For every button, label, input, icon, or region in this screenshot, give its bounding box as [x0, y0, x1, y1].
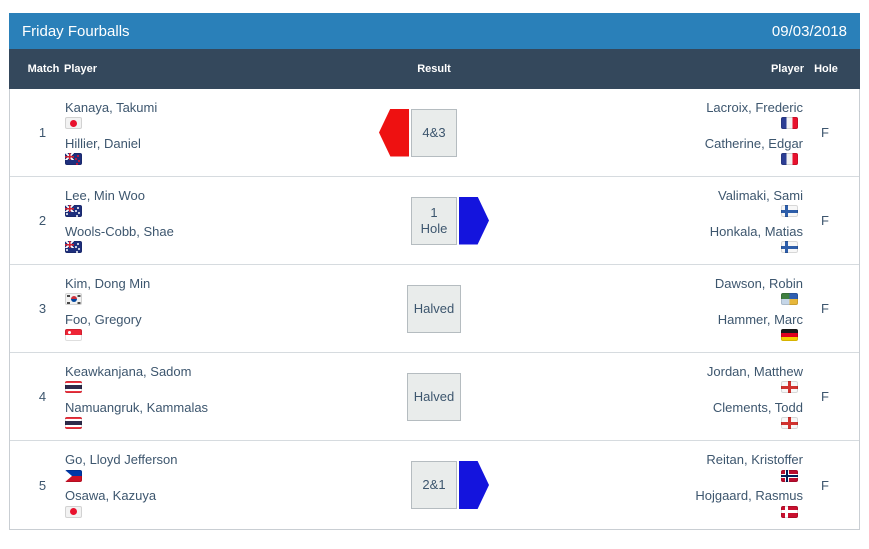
- match-row-3[interactable]: 3 Kim, Dong Min Foo, Gregory Halved: [10, 265, 859, 353]
- right-team: Lacroix, Frederic Catherine, Edgar: [524, 100, 803, 166]
- left-team: Lee, Min Woo Wools-Cobb, Shae: [65, 188, 344, 254]
- result-cell: Halved: [344, 372, 524, 421]
- column-header-player-right: Player: [770, 63, 804, 75]
- page-title: Friday Fourballs: [22, 22, 130, 40]
- right-team: Reitan, Kristoffer Hojgaard, Rasmus: [524, 452, 803, 518]
- match-row-5[interactable]: 5 Go, Lloyd Jefferson Osawa, Kazuya 2&1: [10, 441, 859, 529]
- flag-japan-icon: [65, 117, 82, 130]
- match-rows: 1 Kanaya, Takumi Hillier, Daniel 4&3: [9, 89, 860, 530]
- result-arrow-right-icon: [459, 461, 489, 509]
- result-box: 2&1: [411, 461, 457, 509]
- right-team: Jordan, Matthew Clements, Todd: [524, 364, 803, 430]
- column-header-player-left: Player: [64, 63, 98, 75]
- player-name: Hammer, Marc: [717, 311, 803, 327]
- player-name: Kanaya, Takumi: [65, 99, 158, 115]
- right-team: Dawson, Robin Hammer, Marc: [524, 276, 803, 342]
- player-name: Hojgaard, Rasmus: [695, 488, 803, 503]
- hole-status: F: [821, 301, 829, 316]
- hole-status: F: [821, 125, 829, 140]
- flag-thailand-icon: [65, 381, 82, 394]
- flag-south-korea-icon: [65, 293, 82, 306]
- player-name: Hillier, Daniel: [65, 135, 141, 151]
- result-box: Halved: [406, 372, 462, 421]
- result-cell: 2&1: [344, 461, 524, 509]
- player-name: Catherine, Edgar: [704, 135, 803, 151]
- player-name: Kim, Dong Min: [65, 275, 151, 291]
- left-team: Go, Lloyd Jefferson Osawa, Kazuya: [65, 452, 344, 518]
- flag-finland-icon: [781, 241, 798, 254]
- player-name: Valimaki, Sami: [717, 187, 803, 203]
- flag-new-zealand-icon: [65, 153, 82, 166]
- result-cell: 4&3: [344, 108, 524, 157]
- player-name: Honkala, Matias: [709, 223, 803, 239]
- player-name: Keawkanjana, Sadom: [65, 363, 192, 379]
- match-number: 4: [38, 389, 47, 404]
- player-name: Clements, Todd: [712, 399, 803, 415]
- flag-france-icon: [781, 117, 798, 130]
- flag-finland-icon: [781, 205, 798, 218]
- result-box: 1 Hole: [411, 196, 457, 245]
- player-name: Dawson, Robin: [714, 275, 803, 291]
- result-cell: Halved: [344, 284, 524, 333]
- right-team: Valimaki, Sami Honkala, Matias: [524, 188, 803, 254]
- player-name: Jordan, Matthew: [706, 363, 803, 379]
- left-team: Kim, Dong Min Foo, Gregory: [65, 276, 344, 342]
- hole-status: F: [821, 213, 829, 228]
- column-header-hole: Hole: [814, 63, 838, 75]
- column-header-match: Match: [27, 63, 60, 75]
- player-name: Osawa, Kazuya: [65, 488, 157, 503]
- column-header-result: Result: [417, 63, 451, 75]
- round-date: 09/03/2018: [771, 22, 847, 40]
- player-name: Go, Lloyd Jefferson: [65, 452, 178, 467]
- flag-australia-icon: [65, 205, 82, 218]
- flag-australia-icon: [65, 241, 82, 254]
- player-name: Wools-Cobb, Shae: [65, 223, 174, 239]
- match-row-1[interactable]: 1 Kanaya, Takumi Hillier, Daniel 4&3: [10, 89, 859, 177]
- match-number: 3: [38, 301, 47, 316]
- result-arrow-left-icon: [379, 108, 409, 157]
- result-cell: 1 Hole: [344, 196, 524, 245]
- title-bar: Friday Fourballs 09/03/2018: [9, 13, 860, 49]
- hole-status: F: [821, 389, 829, 404]
- flag-england-icon: [781, 417, 798, 430]
- flag-norway-icon: [781, 469, 798, 482]
- player-name: Lacroix, Frederic: [706, 99, 803, 115]
- result-arrow-right-icon: [459, 196, 489, 245]
- flag-japan-icon: [65, 505, 82, 518]
- flag-philippines-icon: [65, 469, 82, 482]
- player-name: Reitan, Kristoffer: [706, 452, 803, 467]
- flag-singapore-icon: [65, 329, 82, 342]
- flag-denmark-icon: [781, 505, 798, 518]
- player-name: Foo, Gregory: [65, 311, 142, 327]
- left-team: Keawkanjana, Sadom Namuangruk, Kammalas: [65, 364, 344, 430]
- player-name: Lee, Min Woo: [65, 187, 145, 203]
- column-header-row: Match Player Result Player Hole: [9, 49, 860, 89]
- flag-germany-icon: [781, 329, 798, 342]
- match-number: 1: [38, 125, 47, 140]
- results-board: Friday Fourballs 09/03/2018 Match Player…: [9, 13, 860, 530]
- match-row-4[interactable]: 4 Keawkanjana, Sadom Namuangruk, Kammala…: [10, 353, 859, 441]
- result-box: 4&3: [411, 108, 457, 157]
- hole-status: F: [821, 477, 829, 493]
- result-box: Halved: [406, 284, 462, 333]
- flag-ireland-icon: [781, 293, 798, 306]
- left-team: Kanaya, Takumi Hillier, Daniel: [65, 100, 344, 166]
- match-number: 2: [38, 213, 47, 228]
- player-name: Namuangruk, Kammalas: [65, 399, 209, 415]
- flag-france-icon: [781, 153, 798, 166]
- match-number: 5: [38, 477, 47, 493]
- match-row-2[interactable]: 2 Lee, Min Woo Wools-Cobb, Shae 1 Hole: [10, 177, 859, 265]
- flag-england-icon: [781, 381, 798, 394]
- flag-thailand-icon: [65, 417, 82, 430]
